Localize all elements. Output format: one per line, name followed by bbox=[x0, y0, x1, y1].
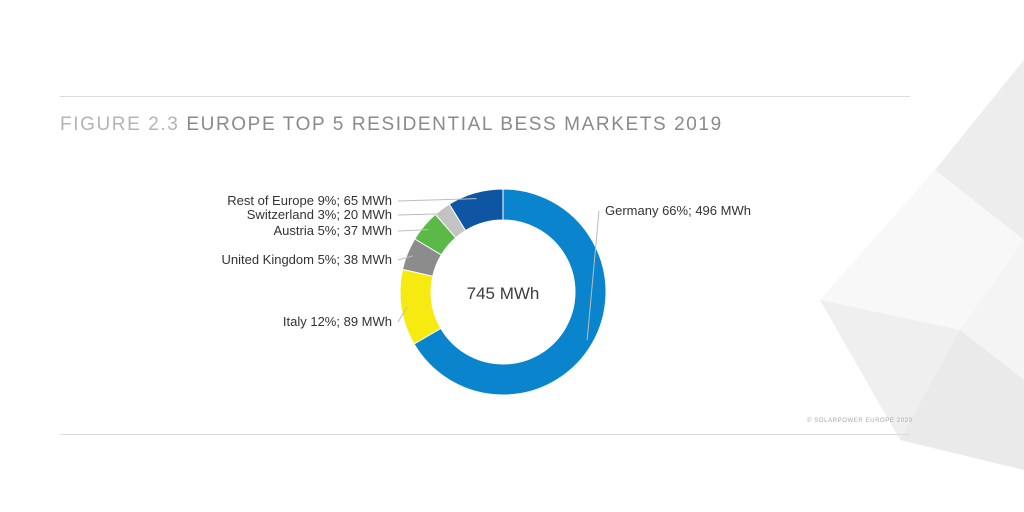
label-leader-lines bbox=[397, 198, 600, 341]
top-divider bbox=[60, 96, 910, 97]
leader-line-rest-of-europe bbox=[397, 198, 477, 202]
slice-label-italy: Italy 12%; 89 MWh bbox=[283, 314, 392, 329]
copyright-note: © SOLARPOWER EUROPE 2020 bbox=[807, 418, 913, 424]
leader-line-switzerland bbox=[397, 213, 446, 216]
leader-line-united-kingdom bbox=[397, 255, 414, 261]
figure-title: FIGURE 2.3 EUROPE TOP 5 RESIDENTIAL BESS… bbox=[60, 114, 723, 136]
slice-label-austria: Austria 5%; 37 MWh bbox=[274, 223, 393, 238]
leader-line-italy bbox=[397, 306, 408, 323]
slice-label-switzerland: Switzerland 3%; 20 MWh bbox=[247, 207, 392, 222]
bottom-divider bbox=[60, 434, 910, 435]
slice-germany bbox=[413, 188, 607, 396]
center-total-label: 745 MWh bbox=[467, 284, 540, 303]
slice-label-united-kingdom: United Kingdom 5%; 38 MWh bbox=[221, 252, 392, 267]
figure-title-text: EUROPE TOP 5 RESIDENTIAL BESS MARKETS 20… bbox=[186, 114, 723, 135]
leader-line-germany bbox=[586, 210, 600, 341]
slice-labels: Germany 66%; 496 MWh Italy 12%; 89 MWh Uni… bbox=[221, 193, 750, 329]
donut-slices bbox=[399, 188, 607, 396]
slice-label-germany: Germany 66%; 496 MWh bbox=[605, 203, 751, 218]
leader-line-austria bbox=[397, 229, 429, 232]
figure-number: FIGURE 2.3 bbox=[60, 114, 180, 135]
slice-label-rest-of-europe: Rest of Europe 9%; 65 MWh bbox=[227, 193, 392, 208]
